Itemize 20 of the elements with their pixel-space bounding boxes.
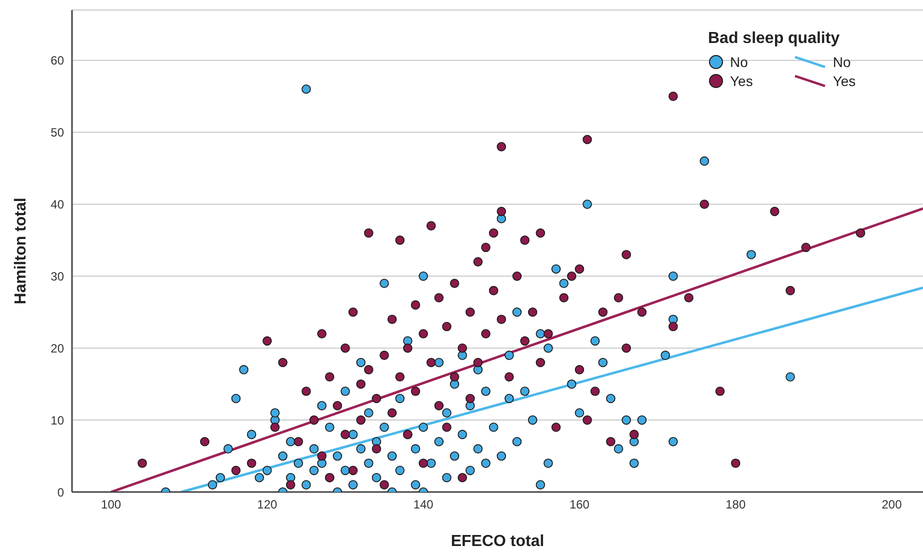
y-tick-label: 40 bbox=[50, 198, 64, 212]
x-tick-label: 120 bbox=[257, 498, 278, 512]
y-tick-label: 30 bbox=[50, 269, 64, 284]
x-tick-label: 200 bbox=[882, 498, 902, 512]
legend-label: Yes bbox=[832, 72, 856, 88]
y-tick-label: 10 bbox=[50, 413, 64, 428]
x-tick-label: 160 bbox=[569, 498, 590, 512]
y-tick-label: 50 bbox=[50, 126, 64, 140]
y-tick-label: 60 bbox=[50, 54, 64, 68]
x-tick-label: 140 bbox=[413, 498, 434, 512]
x-tick-label: 100 bbox=[101, 498, 122, 512]
y-axis-title: Hamilton total bbox=[12, 198, 30, 304]
legend-label: Yes bbox=[730, 72, 753, 88]
y-tick-label: 0 bbox=[57, 485, 64, 500]
y-tick-label: 20 bbox=[50, 341, 64, 356]
x-axis-title: EFECO total bbox=[450, 533, 544, 550]
x-tick-label: 180 bbox=[726, 498, 746, 512]
legend-title: Bad sleep quality bbox=[708, 30, 841, 48]
legend-label: No bbox=[832, 54, 851, 70]
legend-label: No bbox=[730, 54, 748, 70]
